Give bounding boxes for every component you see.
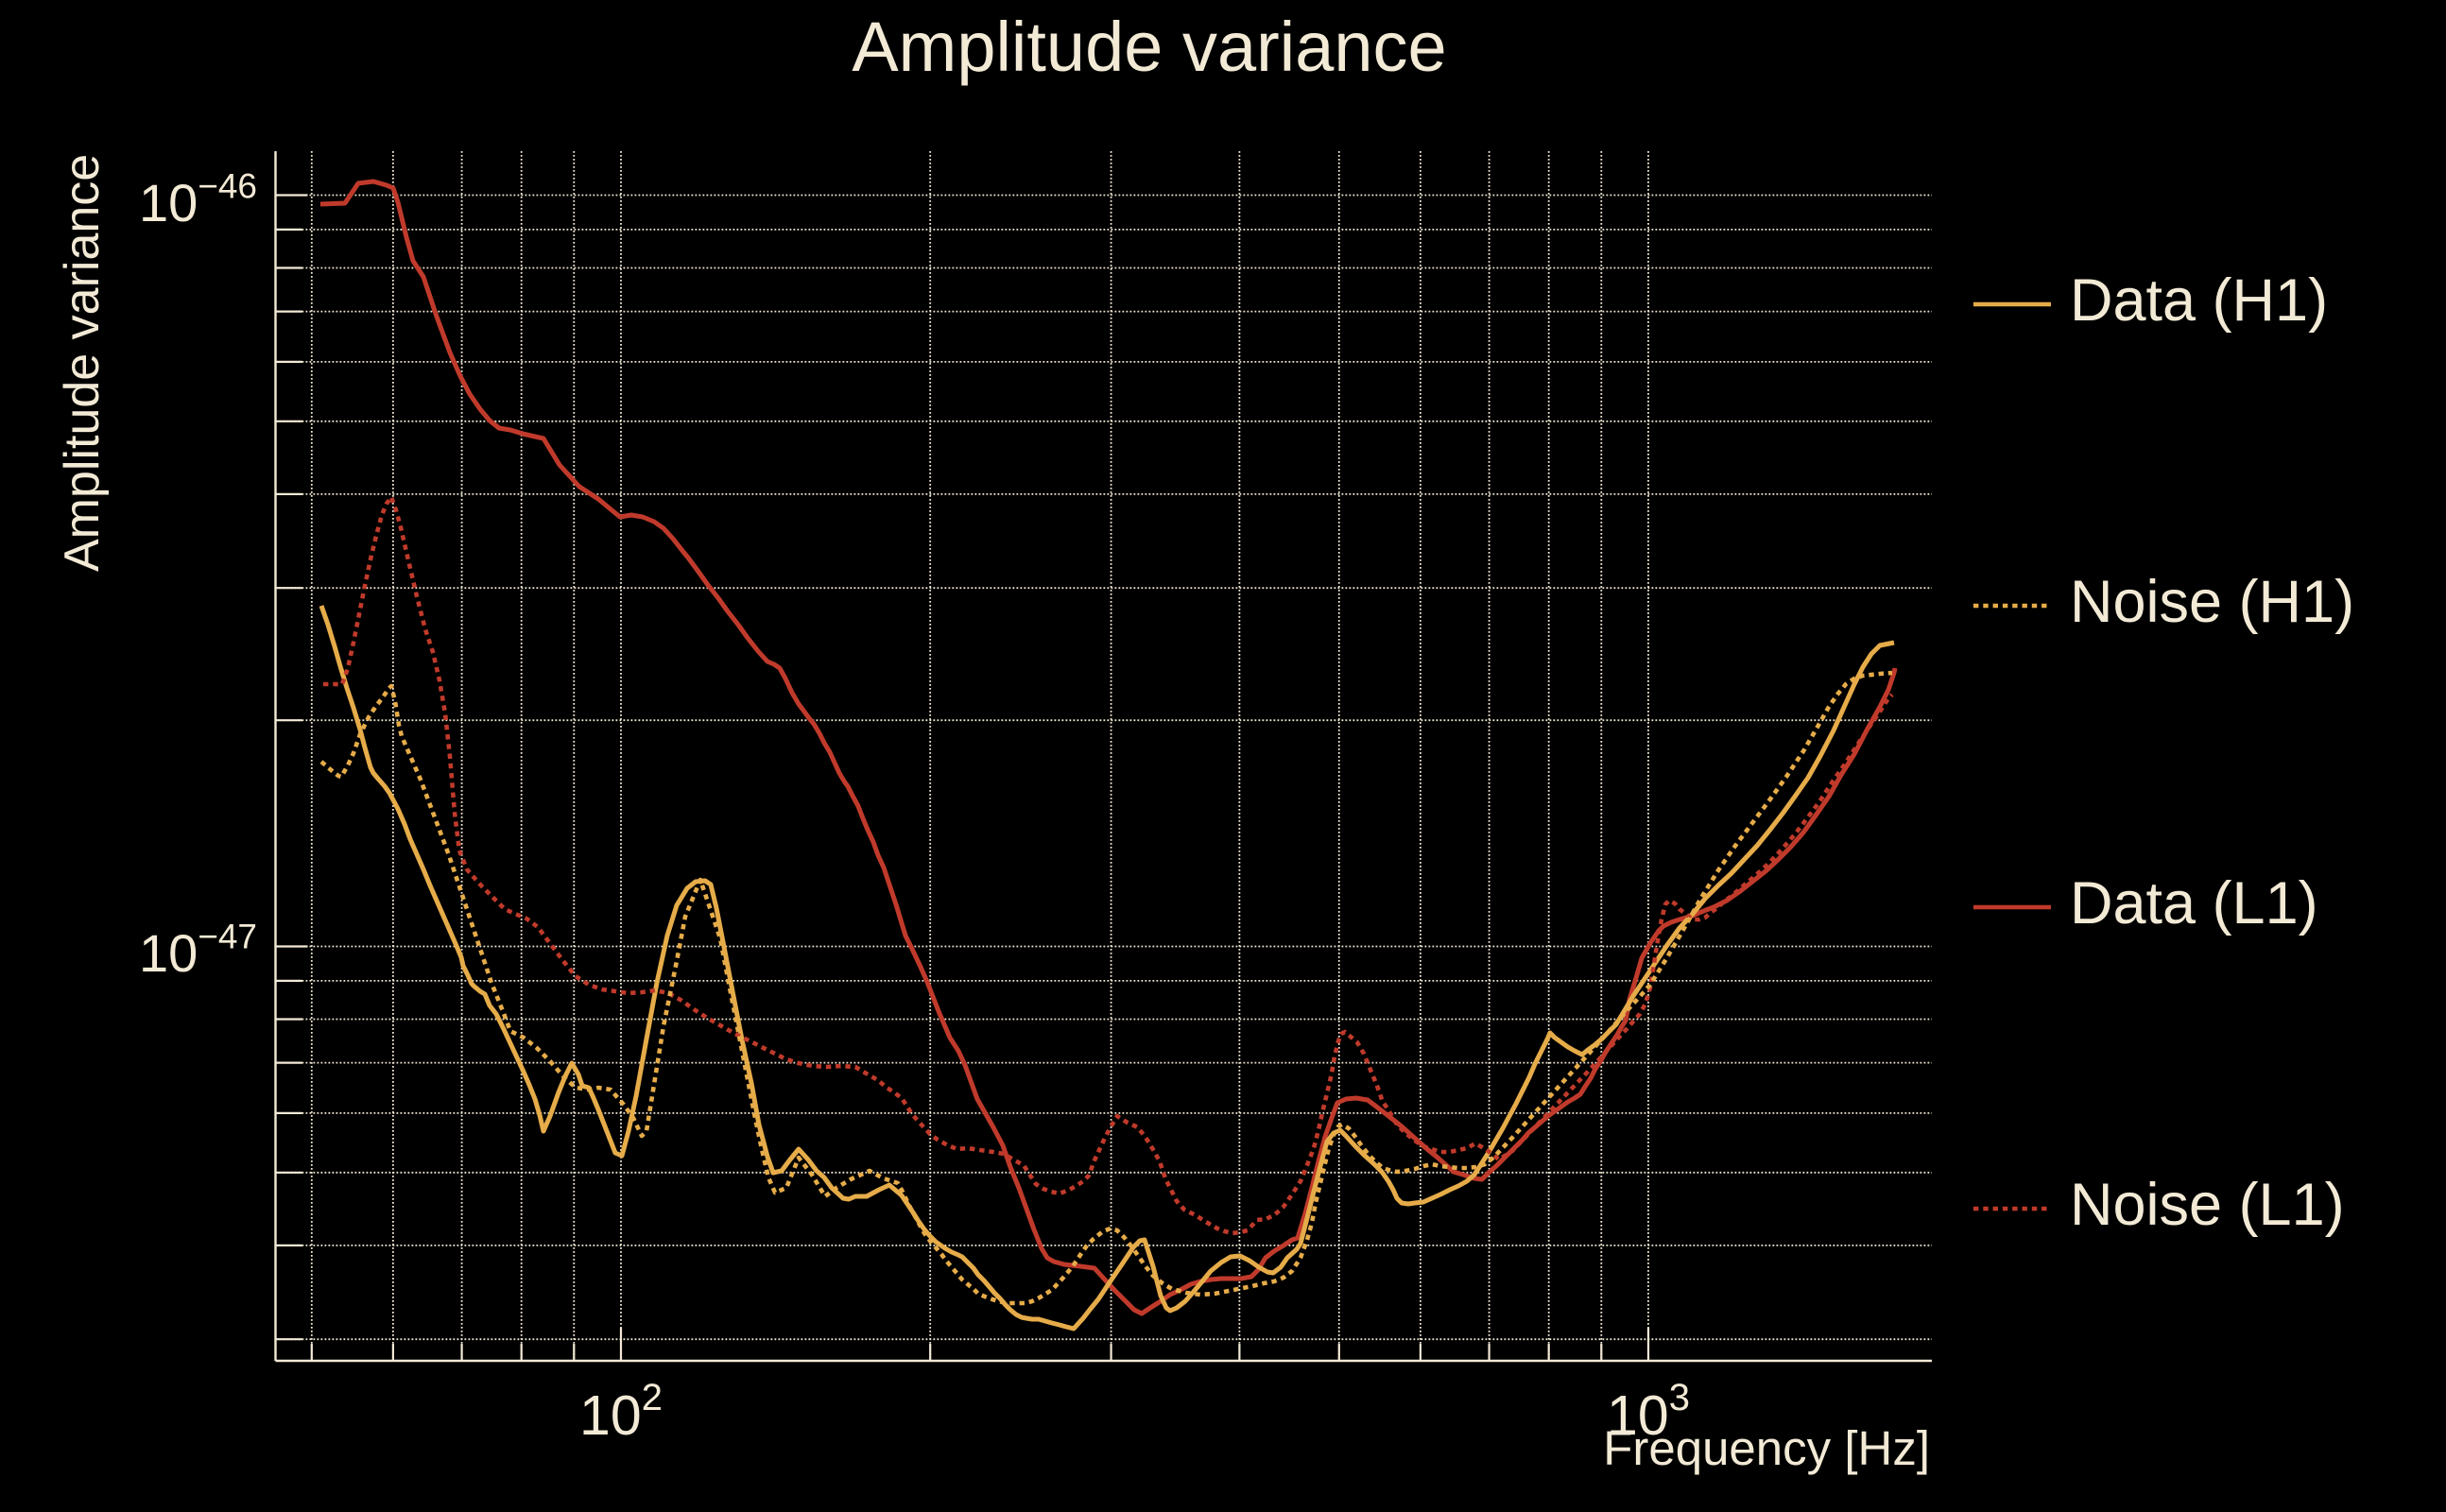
svg-text:Noise (H1): Noise (H1) bbox=[2070, 569, 2354, 635]
svg-text:Data (L1): Data (L1) bbox=[2070, 870, 2318, 936]
svg-text:Amplitude variance: Amplitude variance bbox=[55, 154, 110, 572]
svg-text:Noise (L1): Noise (L1) bbox=[2070, 1172, 2345, 1238]
svg-text:Data (H1): Data (H1) bbox=[2070, 267, 2328, 334]
svg-text:Frequency [Hz]: Frequency [Hz] bbox=[1603, 1421, 1930, 1475]
svg-text:Amplitude variance: Amplitude variance bbox=[852, 8, 1446, 86]
